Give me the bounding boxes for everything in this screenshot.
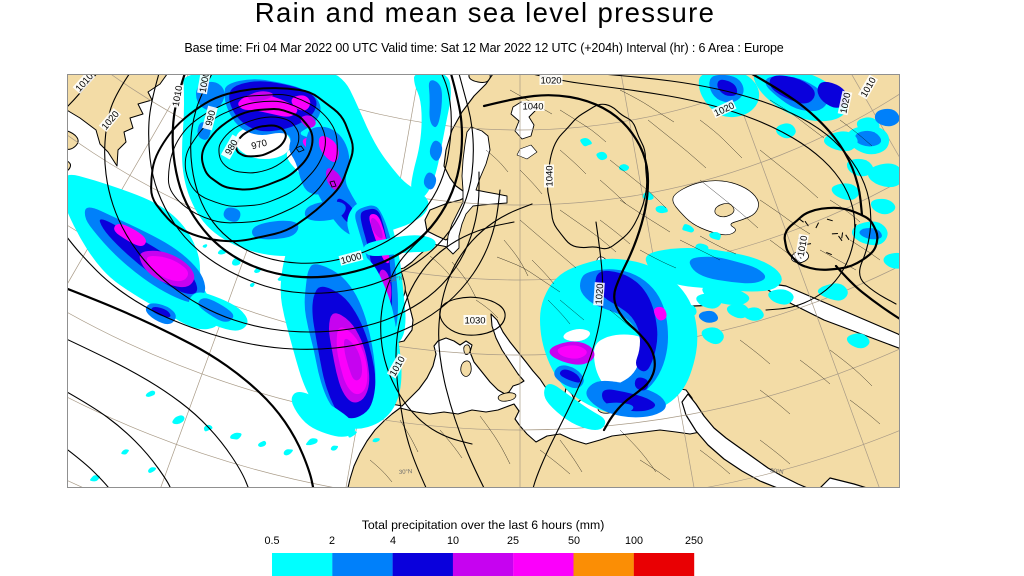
svg-text:1020: 1020	[838, 92, 853, 115]
svg-text:990: 990	[204, 109, 219, 127]
svg-text:1000: 1000	[340, 251, 363, 267]
svg-text:1020: 1020	[540, 76, 561, 87]
svg-text:1020: 1020	[594, 283, 606, 305]
svg-text:1010: 1010	[796, 235, 811, 258]
svg-text:1040: 1040	[545, 165, 556, 186]
svg-text:1000: 1000	[198, 71, 213, 94]
svg-text:1010: 1010	[171, 85, 186, 108]
svg-text:50°N: 50°N	[389, 276, 403, 284]
svg-text:1040: 1040	[522, 102, 543, 113]
svg-text:1030: 1030	[464, 316, 485, 327]
svg-text:30°N: 30°N	[770, 468, 784, 476]
svg-text:970: 970	[250, 138, 268, 153]
svg-text:30°N: 30°N	[399, 469, 413, 476]
